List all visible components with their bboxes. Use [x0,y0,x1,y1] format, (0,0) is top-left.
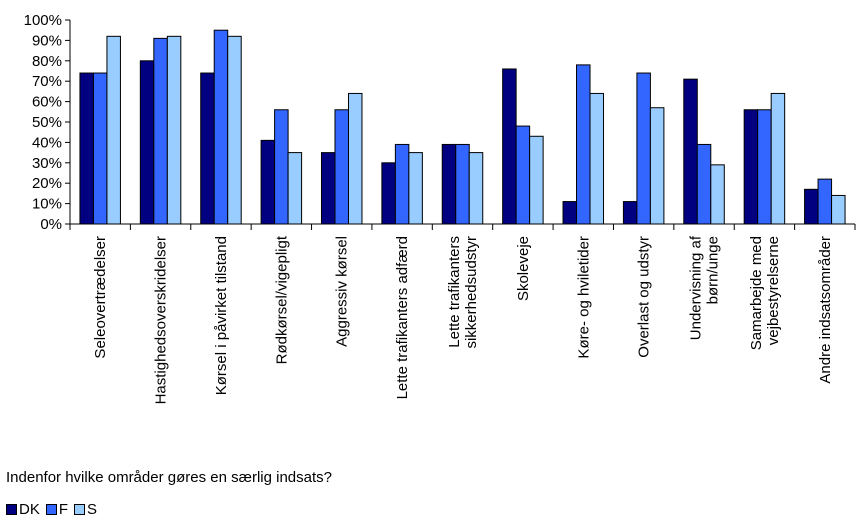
bar-s [589,92,605,225]
legend-label: F [58,501,69,518]
y-tick-label: 40% [32,134,62,151]
x-tick-label: Aggressiv kørsel [334,236,351,347]
bar-s [347,92,363,225]
x-tick-label: Lette trafikanters adfærd [394,236,411,399]
legend: DK F S [6,501,103,518]
bar-f [92,72,108,225]
bar-chart: 0% 10% 20% 30% 40% 50% 60% 70% 80% 90% 100% Seleove… [24,12,856,404]
bar-dk [200,72,215,225]
bar-s [166,35,182,225]
bar-dk [804,188,819,225]
bar-s [468,152,484,225]
bar-dk [502,68,517,225]
bar-f [455,143,470,225]
bar-s [227,35,242,225]
x-tick-label: Lette trafikanterssikkerhedsudstyr [446,236,480,349]
bar-dk [381,162,396,225]
x-tick-label: Andre indsatsområder [817,236,834,384]
y-tick-label: 10% [32,196,62,213]
y-tick-label: 100% [24,12,62,29]
y-tick-label: 90% [32,32,62,49]
bar-dk [79,72,94,225]
bar-f [576,64,591,225]
bar-dk [622,201,638,225]
bar-dk [683,78,698,225]
y-tick-label: 50% [32,114,62,131]
x-tick-label: Seleovertrædelser [92,236,109,359]
bar-f [696,143,712,225]
legend-label: DK [19,501,40,518]
bar-f [213,29,229,225]
x-tick-label: Undervisning afbørn/unge [688,235,722,340]
legend-swatch [74,504,86,515]
bar-dk [441,143,457,225]
legend-item-f: F [45,501,69,518]
bar-s [529,135,544,225]
legend-swatch [45,504,57,515]
bar-dk [139,60,155,225]
bar-f [515,125,531,225]
bar-s [710,164,725,225]
bar-s [287,152,303,225]
x-tick-label: Kørsel i påvirket tilstand [213,236,230,395]
legend-item-s: S [74,501,97,518]
bar-f [757,109,772,225]
bar-s [408,152,423,225]
y-tick-label: 80% [32,53,62,70]
bar-dk [260,139,276,225]
x-tick-label: Overlast og udstyr [636,236,653,358]
x-tick-label: Rødkørsel/vigepligt [273,235,290,364]
x-tick-label: Hastighedsoverskridelser [153,236,170,404]
y-tick-label: 70% [32,73,62,90]
bar-f [394,143,410,225]
bar-f [636,72,651,225]
x-tick-label: Samarbejde medvejbestyrelserne [748,236,782,350]
bar-dk [743,109,759,225]
y-tick-label: 60% [32,94,62,111]
y-tick-label: 0% [40,216,62,233]
bar-s [770,92,786,225]
bar-dk [562,201,578,225]
x-axis-title: Indenfor hvilke områder gøres en særlig … [6,469,332,486]
bar-s [649,107,665,225]
y-tick-label: 20% [32,175,62,192]
bar-f [153,37,168,225]
y-tick-label: 30% [32,155,62,172]
bar-s [831,194,846,225]
bar-s [106,35,121,225]
bar-f [817,178,833,225]
legend-swatch [6,504,17,515]
bar-f [334,109,349,225]
bar-f [274,109,289,225]
legend-item-dk: DK [6,501,40,518]
legend-label: S [87,501,98,518]
x-tick-label: Køre- og hviletider [575,236,592,359]
x-tick-label: Skoleveje [515,236,532,301]
bar-dk [320,152,336,225]
